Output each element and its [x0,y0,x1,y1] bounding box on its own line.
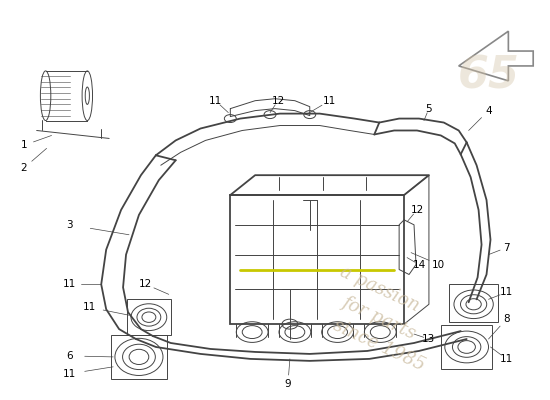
Text: since 1985: since 1985 [331,316,428,374]
Text: 11: 11 [82,302,96,312]
Text: 5: 5 [426,104,432,114]
Text: 11: 11 [63,280,76,290]
Text: 65: 65 [458,54,520,97]
Text: 12: 12 [410,205,424,215]
Text: 11: 11 [63,369,76,379]
Text: 12: 12 [139,280,152,290]
Text: 8: 8 [503,314,510,324]
Text: 4: 4 [485,106,492,116]
Text: 2: 2 [20,163,27,173]
Text: 11: 11 [500,287,513,297]
Text: 11: 11 [323,96,336,106]
Text: for parts: for parts [339,292,419,342]
Text: 1: 1 [20,140,27,150]
Text: 3: 3 [66,220,73,230]
Text: 6: 6 [66,351,73,361]
Text: 10: 10 [432,260,446,270]
Text: 9: 9 [284,379,291,389]
Text: 12: 12 [271,96,284,106]
Text: 11: 11 [500,354,513,364]
Text: 11: 11 [209,96,222,106]
Text: a passion: a passion [337,263,422,316]
Text: 13: 13 [422,334,436,344]
Text: 7: 7 [503,243,510,253]
Text: 14: 14 [412,260,426,270]
